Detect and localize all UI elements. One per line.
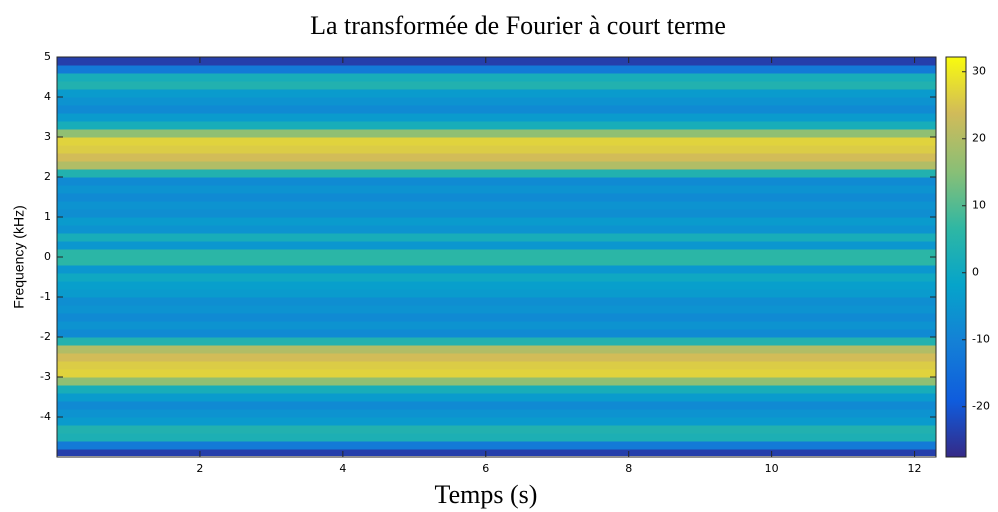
- spectrogram-band: [57, 97, 936, 106]
- spectrogram-band: [57, 57, 936, 66]
- spectrogram-band: [57, 233, 936, 242]
- x-tick-label: 10: [765, 462, 779, 475]
- spectrogram-band: [57, 281, 936, 290]
- spectrogram-band: [57, 361, 936, 370]
- y-tick-label: -1: [40, 290, 51, 303]
- y-tick-label: 2: [44, 170, 51, 183]
- y-tick-label: 0: [44, 250, 51, 263]
- spectrogram-band: [57, 273, 936, 282]
- y-tick-label: 5: [44, 50, 51, 63]
- spectrogram-band: [57, 121, 936, 130]
- chart: La transformée de Fourier à court terme …: [0, 0, 998, 512]
- spectrogram-band: [57, 137, 936, 146]
- spectrogram-band: [57, 385, 936, 394]
- spectrogram-band: [57, 153, 936, 162]
- spectrogram-band: [57, 329, 936, 338]
- spectrogram-band: [57, 161, 936, 170]
- spectrogram-band: [57, 345, 936, 354]
- y-tick-label: -3: [40, 370, 51, 383]
- spectrogram-band: [57, 313, 936, 322]
- spectrogram-band: [57, 425, 936, 434]
- colorbar-tick-label: 20: [972, 132, 986, 145]
- spectrogram-band: [57, 337, 936, 346]
- colorbar-tick-label: 0: [972, 266, 979, 279]
- spectrogram-band: [57, 193, 936, 202]
- spectrogram-band: [57, 209, 936, 218]
- spectrogram-band: [57, 353, 936, 362]
- spectrogram-band: [57, 449, 936, 458]
- spectrogram-band: [57, 377, 936, 386]
- y-tick-label: 4: [44, 90, 51, 103]
- spectrogram-band: [57, 217, 936, 226]
- spectrogram-band: [57, 305, 936, 314]
- x-tick-label: 6: [482, 462, 489, 475]
- spectrogram-band: [57, 201, 936, 210]
- y-tick-label: -2: [40, 330, 51, 343]
- spectrogram-band: [57, 321, 936, 330]
- spectrogram-band: [57, 225, 936, 234]
- spectrogram-band: [57, 113, 936, 122]
- colorbar-tick-label: -10: [972, 333, 990, 346]
- spectrogram-band: [57, 265, 936, 274]
- spectrogram-band: [57, 73, 936, 82]
- spectrogram-band: [57, 129, 936, 138]
- spectrogram-band: [57, 409, 936, 418]
- x-axis-label: Temps (s): [435, 480, 538, 509]
- colorbar-tick-label: 10: [972, 199, 986, 212]
- spectrogram-band: [57, 89, 936, 98]
- colorbar-tick-label: -20: [972, 400, 990, 413]
- spectrogram-band: [57, 441, 936, 450]
- x-tick-label: 4: [339, 462, 346, 475]
- y-axis-label: Frequency (kHz): [11, 205, 27, 308]
- colorbar: [946, 57, 966, 457]
- x-tick-label: 2: [196, 462, 203, 475]
- spectrogram-band: [57, 145, 936, 154]
- spectrogram-band: [57, 289, 936, 298]
- spectrogram-band: [57, 257, 936, 266]
- spectrogram-band: [57, 81, 936, 90]
- y-tick-label: 3: [44, 130, 51, 143]
- spectrogram-band: [57, 297, 936, 306]
- y-tick-label: -4: [40, 410, 51, 423]
- spectrogram-band: [57, 369, 936, 378]
- spectrogram-band: [57, 65, 936, 74]
- y-tick-label: 1: [44, 210, 51, 223]
- spectrogram-band: [57, 177, 936, 186]
- spectrogram-band: [57, 105, 936, 114]
- chart-title: La transformée de Fourier à court terme: [310, 11, 726, 40]
- spectrogram-band: [57, 241, 936, 250]
- colorbar-tick-label: 30: [972, 65, 986, 78]
- spectrogram-band: [57, 417, 936, 426]
- x-tick-label: 12: [908, 462, 922, 475]
- x-tick-label: 8: [625, 462, 632, 475]
- spectrogram-band: [57, 401, 936, 410]
- spectrogram-band: [57, 433, 936, 442]
- spectrogram-band: [57, 249, 936, 258]
- plot-area: [57, 57, 936, 458]
- spectrogram-band: [57, 393, 936, 402]
- spectrogram-band: [57, 185, 936, 194]
- spectrogram-band: [57, 169, 936, 178]
